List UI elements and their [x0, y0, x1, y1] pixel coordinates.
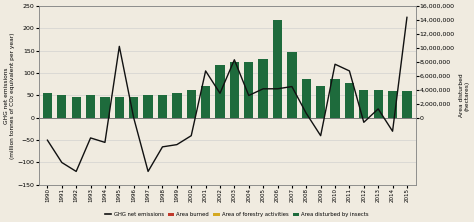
Legend: GHG net emissions, Area burned, Area of forestry activities, Area disturbed by i: GHG net emissions, Area burned, Area of … — [103, 210, 371, 219]
Bar — [374, 90, 383, 118]
Bar — [316, 86, 325, 118]
Bar — [129, 97, 138, 118]
Bar — [258, 59, 268, 118]
Bar — [86, 95, 95, 118]
Bar — [201, 86, 210, 118]
Bar — [244, 62, 254, 118]
Bar — [287, 52, 297, 118]
Bar — [72, 97, 81, 118]
Bar — [144, 95, 153, 118]
Bar — [187, 90, 196, 118]
Bar — [115, 97, 124, 118]
Bar — [230, 62, 239, 118]
Bar — [388, 91, 397, 118]
Bar — [100, 97, 109, 118]
Bar — [402, 91, 411, 118]
Bar — [273, 20, 282, 118]
Bar — [57, 95, 66, 118]
Bar — [215, 65, 225, 118]
Bar — [345, 83, 354, 118]
Y-axis label: Area disturbed
(hectares): Area disturbed (hectares) — [459, 74, 470, 117]
Bar — [172, 93, 182, 118]
Bar — [301, 79, 311, 118]
Y-axis label: GHG net emissions
(million tonnes of CO₂ equivalent per year): GHG net emissions (million tonnes of CO₂… — [4, 32, 15, 159]
Bar — [158, 95, 167, 118]
Bar — [359, 90, 368, 118]
Bar — [43, 93, 52, 118]
Bar — [330, 79, 340, 118]
